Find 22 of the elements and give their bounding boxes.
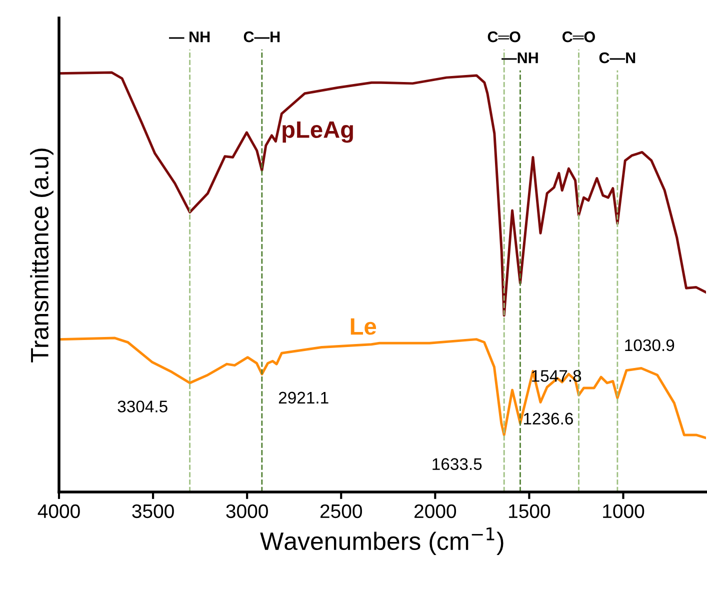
ref-line-label: C—H [244,31,280,42]
x-tick-label: 1000 [603,504,644,518]
ref-line-label: C—N [599,52,636,64]
x-tick-label: 3500 [132,504,174,518]
ref-line-label: —NH [502,52,538,64]
series-label: Le [350,318,376,335]
x-tick-label: 2500 [320,504,362,518]
ref-line-label: C═O [488,31,520,42]
ref-line-label: — NH [169,32,210,42]
series-label: pLeAg [282,122,353,143]
ref-line-label: C═O [562,31,595,42]
y-axis-title: Transmittance (a.u) [30,148,54,362]
x-tick-label: 1500 [509,504,550,518]
annotation: 3304.5 [118,400,168,412]
annotation: 1633.5 [432,458,482,470]
x-tick-label: 3000 [226,504,268,518]
x-axis-title: Wavenumbers (cm$^{−1}$) [260,527,504,555]
x-tick-label: 4000 [38,504,80,518]
x-tick-label: 2000 [414,504,456,518]
annotation: 2921.1 [278,392,328,404]
annotation: 1236.6 [524,412,573,425]
annotation: 1030.9 [625,339,674,352]
